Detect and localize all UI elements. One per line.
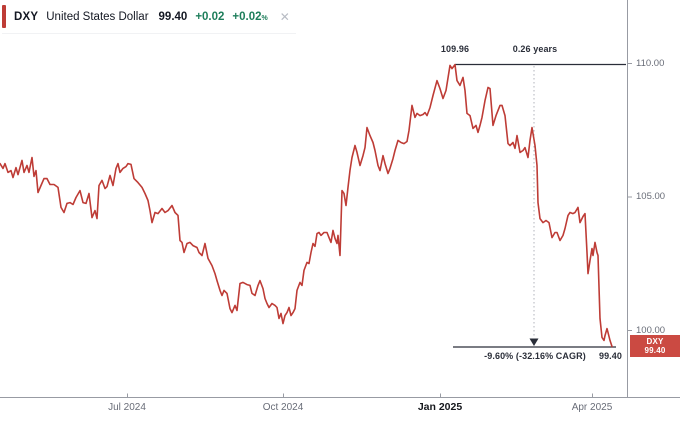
price-change-percent: +0.02% xyxy=(232,10,268,23)
series-color-bar xyxy=(2,5,6,28)
price-change: +0.02 xyxy=(195,10,225,23)
last-price-tag-symbol: DXY xyxy=(646,337,664,346)
time-axis-ticks xyxy=(127,393,593,398)
close-icon[interactable]: ✕ xyxy=(279,9,290,24)
price-line[interactable] xyxy=(0,63,613,348)
end-price-label: 99.40 xyxy=(598,351,622,361)
price-tick-label: 100.00 xyxy=(636,324,666,336)
symbol-legend[interactable]: DXY United States Dollar 99.40 +0.02 +0.… xyxy=(2,3,296,34)
symbol-name[interactable]: United States Dollar xyxy=(46,10,149,23)
range-arrow-icon xyxy=(529,338,539,346)
date-tick-label: Jul 2024 xyxy=(108,402,146,413)
price-axis-ticks xyxy=(627,63,632,331)
date-tick-label: Oct 2024 xyxy=(262,402,304,413)
price-tick-label: 105.00 xyxy=(636,191,666,202)
date-range-measurement[interactable] xyxy=(453,63,626,348)
price-tick-label: 110.00 xyxy=(636,57,665,69)
percent-sign: % xyxy=(261,14,268,22)
last-price-tag: DXY 99.40 xyxy=(630,335,680,357)
high-price-label: 109.96 xyxy=(440,44,470,54)
symbol-label[interactable]: DXY xyxy=(14,10,39,23)
last-price: 99.40 xyxy=(158,10,188,23)
decline-percent-label: -9.60% (-32.16% CAGR) xyxy=(484,351,586,361)
last-price-tag-value: 99.40 xyxy=(644,346,666,355)
date-tick-label: Apr 2025 xyxy=(571,402,613,413)
duration-label: 0.26 years xyxy=(512,44,558,54)
date-tick-label: Jan 2025 xyxy=(417,401,463,413)
